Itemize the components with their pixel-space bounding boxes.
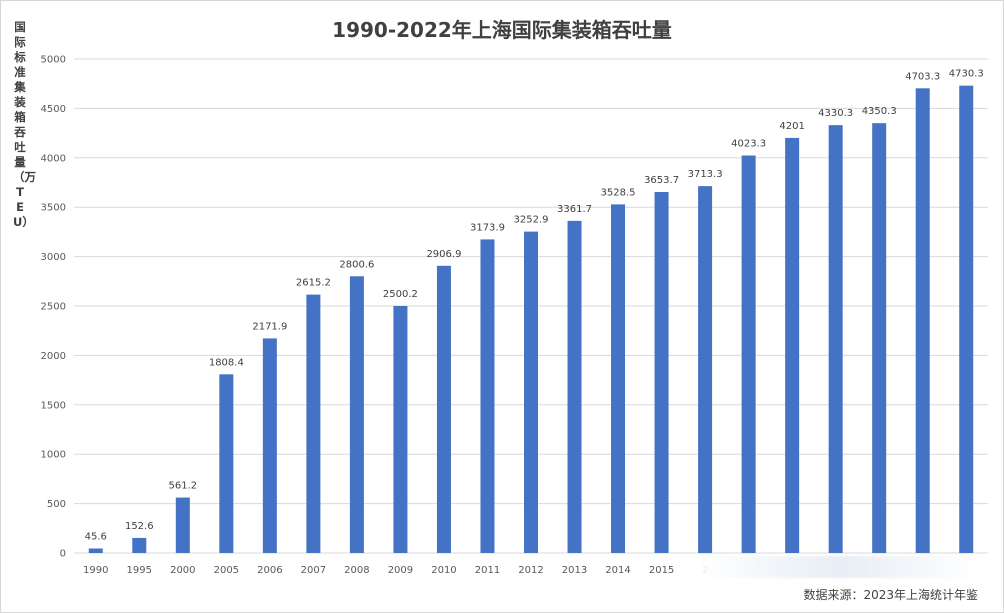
x-tick-label: 2009 (388, 565, 413, 576)
blurred-overlay (700, 556, 980, 578)
y-tick-label: 1500 (41, 400, 66, 411)
bar (480, 239, 495, 553)
data-label: 3528.5 (601, 187, 636, 198)
bar (915, 88, 930, 553)
y-tick-label: 3500 (41, 203, 66, 214)
bar (698, 186, 713, 553)
bar (959, 85, 974, 553)
x-tick-label: 2006 (257, 565, 282, 576)
bar (524, 231, 538, 554)
x-tick-label: 2005 (214, 565, 239, 576)
data-label: 4201 (779, 121, 804, 132)
bar (306, 294, 321, 553)
data-label: 4350.3 (862, 106, 897, 117)
bar (785, 137, 800, 553)
x-tick-label: 1990 (83, 565, 108, 576)
bar (741, 155, 756, 553)
data-label: 4330.3 (818, 108, 853, 119)
data-label: 2500.2 (383, 289, 418, 300)
data-label: 4703.3 (905, 71, 940, 82)
data-label: 2615.2 (296, 278, 331, 289)
x-tick-label: 2011 (475, 565, 500, 576)
data-label: 2906.9 (426, 249, 461, 260)
y-tick-label: 1000 (41, 450, 66, 461)
y-tick-label: 4500 (41, 104, 66, 115)
bar (393, 305, 408, 553)
bar (872, 123, 887, 553)
data-label: 4730.3 (949, 69, 984, 80)
data-label: 3713.3 (688, 169, 723, 180)
bar (262, 338, 277, 553)
data-label: 1808.4 (209, 357, 244, 368)
source-note: 数据来源：2023年上海统计年鉴 (803, 588, 978, 602)
bar (219, 374, 234, 553)
y-tick-label: 4000 (41, 153, 66, 164)
y-tick-label: 0 (60, 549, 66, 560)
data-label: 45.6 (85, 531, 107, 542)
x-tick-label: 2013 (562, 565, 587, 576)
y-tick-label: 3000 (41, 252, 66, 263)
y-tick-label: 2500 (41, 302, 66, 313)
x-tick-label: 2015 (649, 565, 674, 576)
data-label: 152.6 (125, 521, 154, 532)
x-tick-label: 2000 (170, 565, 195, 576)
bar (88, 548, 103, 553)
data-label: 3252.9 (514, 215, 549, 226)
y-tick-label: 5000 (41, 55, 66, 66)
data-label: 2800.6 (339, 259, 374, 270)
bar (611, 204, 626, 553)
x-tick-label: 2008 (344, 565, 369, 576)
data-label: 561.2 (168, 481, 197, 492)
chart-title: 1990-2022年上海国际集装箱吞吐量 (332, 18, 672, 42)
x-tick-label: 2010 (431, 565, 456, 576)
x-tick-label: 2007 (301, 565, 326, 576)
data-label: 2171.9 (252, 321, 287, 332)
y-tick-label: 500 (47, 499, 66, 510)
data-label: 4023.3 (731, 138, 766, 149)
x-tick-label: 1995 (127, 565, 152, 576)
data-label: 3361.7 (557, 204, 592, 215)
bar (436, 265, 451, 553)
bar (828, 125, 843, 554)
bar (132, 537, 147, 553)
bar (175, 497, 190, 553)
x-tick-label: 2012 (518, 565, 543, 576)
x-tick-label: 2014 (605, 565, 630, 576)
bar (349, 276, 364, 553)
bar (654, 192, 669, 553)
data-label: 3173.9 (470, 222, 505, 233)
bar (567, 220, 582, 553)
y-tick-label: 2000 (41, 351, 66, 362)
data-label: 3653.7 (644, 175, 679, 186)
